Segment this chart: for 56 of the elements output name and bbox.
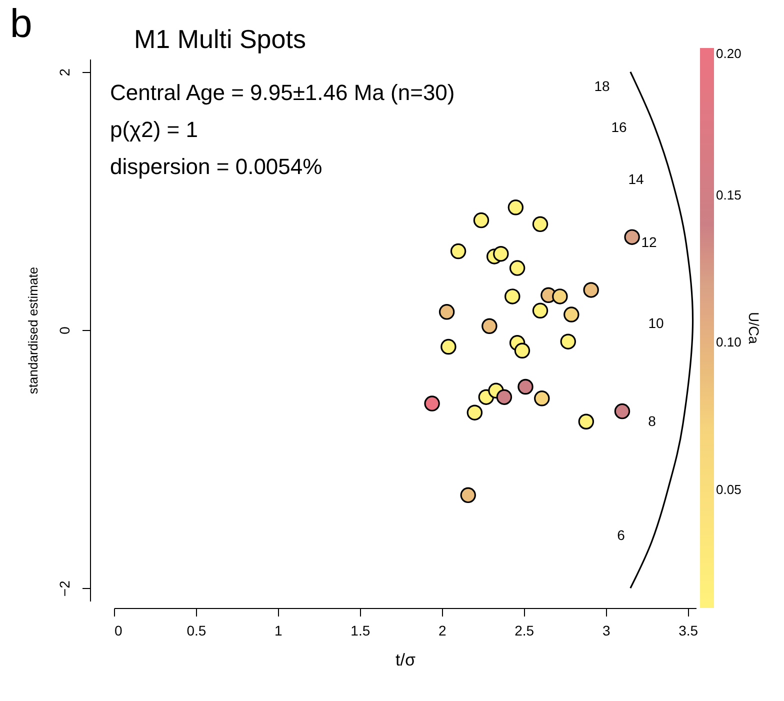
- point: [624, 229, 640, 245]
- annotation: 10: [648, 315, 664, 331]
- annotation: 8: [648, 413, 656, 429]
- y-axis-title: standardised estimate: [26, 266, 40, 394]
- y-tick-label: −2: [56, 580, 72, 597]
- annotation: Central Age = 9.95±1.46 Ma (n=30): [110, 80, 455, 105]
- point: [560, 334, 576, 350]
- color-bar-label: 0.10: [716, 334, 742, 350]
- point: [424, 396, 440, 412]
- annotation: 12: [641, 234, 657, 250]
- x-axis-title: t/σ: [396, 650, 416, 670]
- point: [614, 403, 630, 420]
- point: [460, 487, 476, 504]
- point: [532, 216, 548, 232]
- color-bar-label: 0.20: [716, 46, 742, 61]
- x-tick-label: 3.5: [678, 622, 698, 638]
- x-tick-label: 2.5: [514, 622, 534, 638]
- annotation: dispersion = 0.0054%: [110, 154, 322, 179]
- point: [466, 404, 483, 420]
- point: [473, 212, 490, 228]
- point: [532, 302, 548, 318]
- annotation: p(χ2) = 1: [110, 117, 198, 142]
- point: [493, 246, 509, 262]
- line-series: [630, 71, 694, 589]
- point: [496, 389, 512, 405]
- annotation: 18: [594, 78, 610, 94]
- text: b: [10, 2, 32, 46]
- x-tick-label: 0.5: [186, 622, 206, 638]
- point: [450, 243, 466, 260]
- y-tick-label: 2: [56, 68, 72, 76]
- x-tick-label: 3: [602, 622, 610, 638]
- point: [534, 390, 550, 406]
- annotation: 6: [617, 527, 626, 543]
- color-bar-title: U/Ca: [746, 312, 762, 344]
- annotation: 16: [611, 119, 627, 135]
- color-bar-label: 0.15: [716, 187, 742, 202]
- chart-title: M1 Multi Spots: [134, 24, 306, 54]
- point: [518, 378, 534, 395]
- point: [504, 288, 520, 304]
- point: [438, 304, 455, 320]
- x-tick-label: 2: [438, 622, 446, 638]
- point: [508, 200, 524, 216]
- x-tick-label: 1.5: [350, 622, 370, 638]
- point: [578, 414, 594, 430]
- annotation: 14: [628, 171, 644, 187]
- point: [509, 260, 526, 276]
- point: [583, 282, 599, 298]
- y-tick-label: 0: [56, 326, 72, 334]
- x-tick-label: 0: [114, 622, 122, 638]
- point: [552, 288, 568, 304]
- point: [514, 342, 530, 359]
- point: [482, 318, 498, 334]
- color-bar-label: 0.05: [716, 482, 742, 498]
- point: [440, 338, 456, 355]
- point: [564, 306, 580, 322]
- x-tick-label: 1: [274, 622, 283, 638]
